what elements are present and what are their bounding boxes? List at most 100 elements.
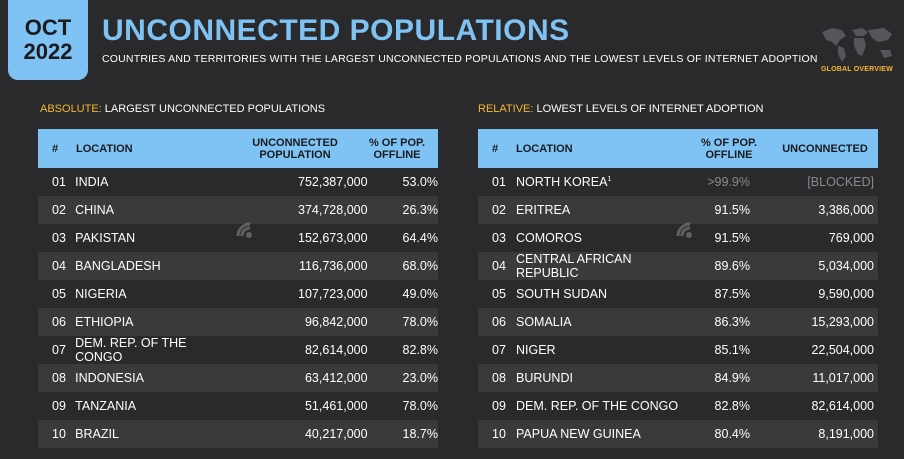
row-location-name: NIGER <box>516 343 556 357</box>
row-population: 96,842,000 <box>304 315 368 329</box>
row-unconnected: 11,017,000 <box>812 371 874 385</box>
row-population: 116,736,000 <box>298 259 368 273</box>
row-pct-offline: 53.0% <box>402 175 438 189</box>
table-row: 10 PAPUA NEW GUINEA 80.4% 8,191,000 <box>478 420 878 448</box>
row-number: 05 <box>52 287 66 301</box>
row-number: 01 <box>492 175 506 189</box>
table-row: 05 SOUTH SUDAN 87.5% 9,590,000 <box>478 280 878 308</box>
row-number: 08 <box>52 371 66 385</box>
row-location: ETHIOPIA <box>75 315 134 329</box>
row-number: 09 <box>52 399 66 413</box>
row-unconnected: 5,034,000 <box>818 259 874 273</box>
row-unconnected: 8,191,000 <box>818 427 874 441</box>
date-month: OCT <box>24 15 72 40</box>
global-overview-logo: GLOBAL OVERVIEW <box>818 24 896 76</box>
date-year: 2022 <box>23 39 73 64</box>
row-number: 02 <box>52 203 66 217</box>
page-subtitle: COUNTRIES AND TERRITORIES WITH THE LARGE… <box>102 53 818 65</box>
row-location: INDIA <box>75 175 109 189</box>
row-location-name: SOMALIA <box>516 315 572 329</box>
row-location: BANGLADESH <box>75 259 161 273</box>
right-label-text: LOWEST LEVELS OF INTERNET ADOPTION <box>533 103 764 115</box>
row-population: 63,412,000 <box>304 371 368 385</box>
left-col-population: UNCONNECTED POPULATION <box>252 136 338 161</box>
row-number: 03 <box>492 231 506 245</box>
row-location: NIGERIA <box>75 287 127 301</box>
row-number: 04 <box>52 259 66 273</box>
table-row: 09 TANZANIA 51,461,000 78.0% <box>38 392 438 420</box>
table-row: 05 NIGERIA 107,723,000 49.0% <box>38 280 438 308</box>
row-unconnected: [BLOCKED] <box>807 175 874 189</box>
row-location-name: CENTRAL AFRICAN REPUBLIC <box>516 252 632 280</box>
right-table-body: 01 NORTH KOREA1 >99.9% [BLOCKED] 02 ERITREA 91… <box>478 168 878 448</box>
row-location-name: DEM. REP. OF THE CONGO <box>516 399 679 413</box>
table-row: 07 DEM. REP. OF THE CONGO 82,614,000 82.8% <box>38 336 438 364</box>
row-pct-offline: 78.0% <box>402 399 438 413</box>
row-pct-offline: 23.0% <box>402 371 438 385</box>
signal-watermark-icon <box>676 222 692 238</box>
right-col-pct: % OF POP. OFFLINE <box>700 136 758 161</box>
row-population: 82,614,000 <box>304 343 368 357</box>
row-location: NORTH KOREA1 <box>516 175 686 189</box>
row-pct-offline: 87.5% <box>714 287 750 301</box>
right-col-unconnected: UNCONNECTED <box>782 142 868 155</box>
row-pct-offline: 64.4% <box>402 231 438 245</box>
row-number: 07 <box>52 343 66 357</box>
row-location-name: PAPUA NEW GUINEA <box>516 427 641 441</box>
row-pct-offline: 82.8% <box>714 399 750 413</box>
row-number: 06 <box>52 315 66 329</box>
left-col-location: LOCATION <box>76 142 133 155</box>
table-row: 09 DEM. REP. OF THE CONGO 82.8% 82,614,000 <box>478 392 878 420</box>
row-unconnected: 3,386,000 <box>818 203 874 217</box>
row-population: 51,461,000 <box>304 399 368 413</box>
row-location: BRAZIL <box>75 427 119 441</box>
row-population: 374,728,000 <box>298 203 368 217</box>
table-row: 01 INDIA 752,387,000 53.0% <box>38 168 438 196</box>
row-pct-offline: 18.7% <box>402 427 438 441</box>
left-table-body: 01 INDIA 752,387,000 53.0% 02 CHINA 374,728,00… <box>38 168 438 448</box>
date-badge: OCT 2022 <box>8 0 88 80</box>
table-row: 06 SOMALIA 86.3% 15,293,000 <box>478 308 878 336</box>
table-row: 03 COMOROS 91.5% 769,000 <box>478 224 878 252</box>
row-population: 107,723,000 <box>298 287 368 301</box>
row-location: TANZANIA <box>75 399 137 413</box>
row-population: 152,673,000 <box>298 231 368 245</box>
row-pct-offline: 82.8% <box>402 343 438 357</box>
row-pct-offline: 26.3% <box>402 203 438 217</box>
row-location: PAKISTAN <box>75 231 136 245</box>
row-number: 08 <box>492 371 506 385</box>
row-pct-offline: >99.9% <box>707 175 750 189</box>
row-number: 05 <box>492 287 506 301</box>
row-population: 40,217,000 <box>304 427 368 441</box>
table-row: 01 NORTH KOREA1 >99.9% [BLOCKED] <box>478 168 878 196</box>
left-col-pct: % OF POP. OFFLINE <box>368 136 426 161</box>
row-location: SOMALIA <box>516 315 686 329</box>
left-col-num: # <box>52 142 59 155</box>
row-unconnected: 769,000 <box>828 231 874 245</box>
row-population: 752,387,000 <box>298 175 368 189</box>
row-pct-offline: 91.5% <box>714 231 750 245</box>
table-row: 04 CENTRAL AFRICAN REPUBLIC 89.6% 5,034,000 <box>478 252 878 280</box>
row-location: INDONESIA <box>75 371 144 385</box>
global-overview-label: GLOBAL OVERVIEW <box>821 66 893 73</box>
row-number: 10 <box>52 427 66 441</box>
table-row: 02 ERITREA 91.5% 3,386,000 <box>478 196 878 224</box>
left-table-header: # LOCATION UNCONNECTED POPULATION % OF P… <box>38 129 438 168</box>
table-row: 10 BRAZIL 40,217,000 18.7% <box>38 420 438 448</box>
left-table: # LOCATION UNCONNECTED POPULATION % OF P… <box>38 129 438 448</box>
table-row: 03 PAKISTAN 152,673,000 64.4% <box>38 224 438 252</box>
row-pct-offline: 78.0% <box>402 315 438 329</box>
row-pct-offline: 91.5% <box>714 203 750 217</box>
row-location-name: ERITREA <box>516 203 571 217</box>
row-location: NIGER <box>516 343 686 357</box>
table-row: 08 BURUNDI 84.9% 11,017,000 <box>478 364 878 392</box>
page-title: UNCONNECTED POPULATIONS <box>102 14 570 47</box>
table-row: 08 INDONESIA 63,412,000 23.0% <box>38 364 438 392</box>
row-location-name: NORTH KOREA <box>516 175 608 189</box>
row-location: SOUTH SUDAN <box>516 287 686 301</box>
row-number: 04 <box>492 259 506 273</box>
row-unconnected: 22,504,000 <box>811 343 874 357</box>
left-label-accent: ABSOLUTE: <box>40 103 102 115</box>
row-pct-offline: 86.3% <box>714 315 750 329</box>
table-row: 06 ETHIOPIA 96,842,000 78.0% <box>38 308 438 336</box>
